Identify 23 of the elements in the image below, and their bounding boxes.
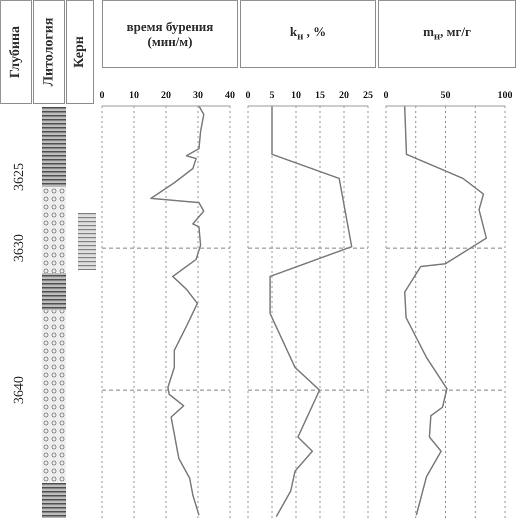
text: Керн [72,36,88,68]
x-tick-label: 10 [129,90,139,101]
x-tick-label: 5 [270,90,274,101]
y-tick-label: 3625 [12,163,28,192]
chart-title: m$_{н}$, мг/г [423,24,471,44]
y-tick-label: 3640 [12,376,28,404]
x-tick-label: 20 [161,90,171,101]
x-tick-label: 0 [246,90,250,101]
x-tick-label: 100 [498,90,512,101]
x-tick-label: 50 [440,90,450,101]
chart-title: k$_{н}$ , % [290,24,326,44]
x-tick-label: 10 [291,90,301,101]
x-tick-label: 0 [384,90,388,101]
x-tick-label: 25 [363,90,373,101]
x-tick-label: 30 [193,90,203,101]
x-tick-label: 0 [100,90,104,101]
x-tick-label: 40 [225,90,235,101]
chart-title: время бурения (мин/м) [126,19,214,49]
y-tick-label: 3630 [12,234,28,262]
text: Литология [41,18,57,86]
x-tick-label: 20 [339,90,349,101]
x-tick-label: 15 [315,90,325,101]
y-axis-title: Глубина [8,26,24,78]
